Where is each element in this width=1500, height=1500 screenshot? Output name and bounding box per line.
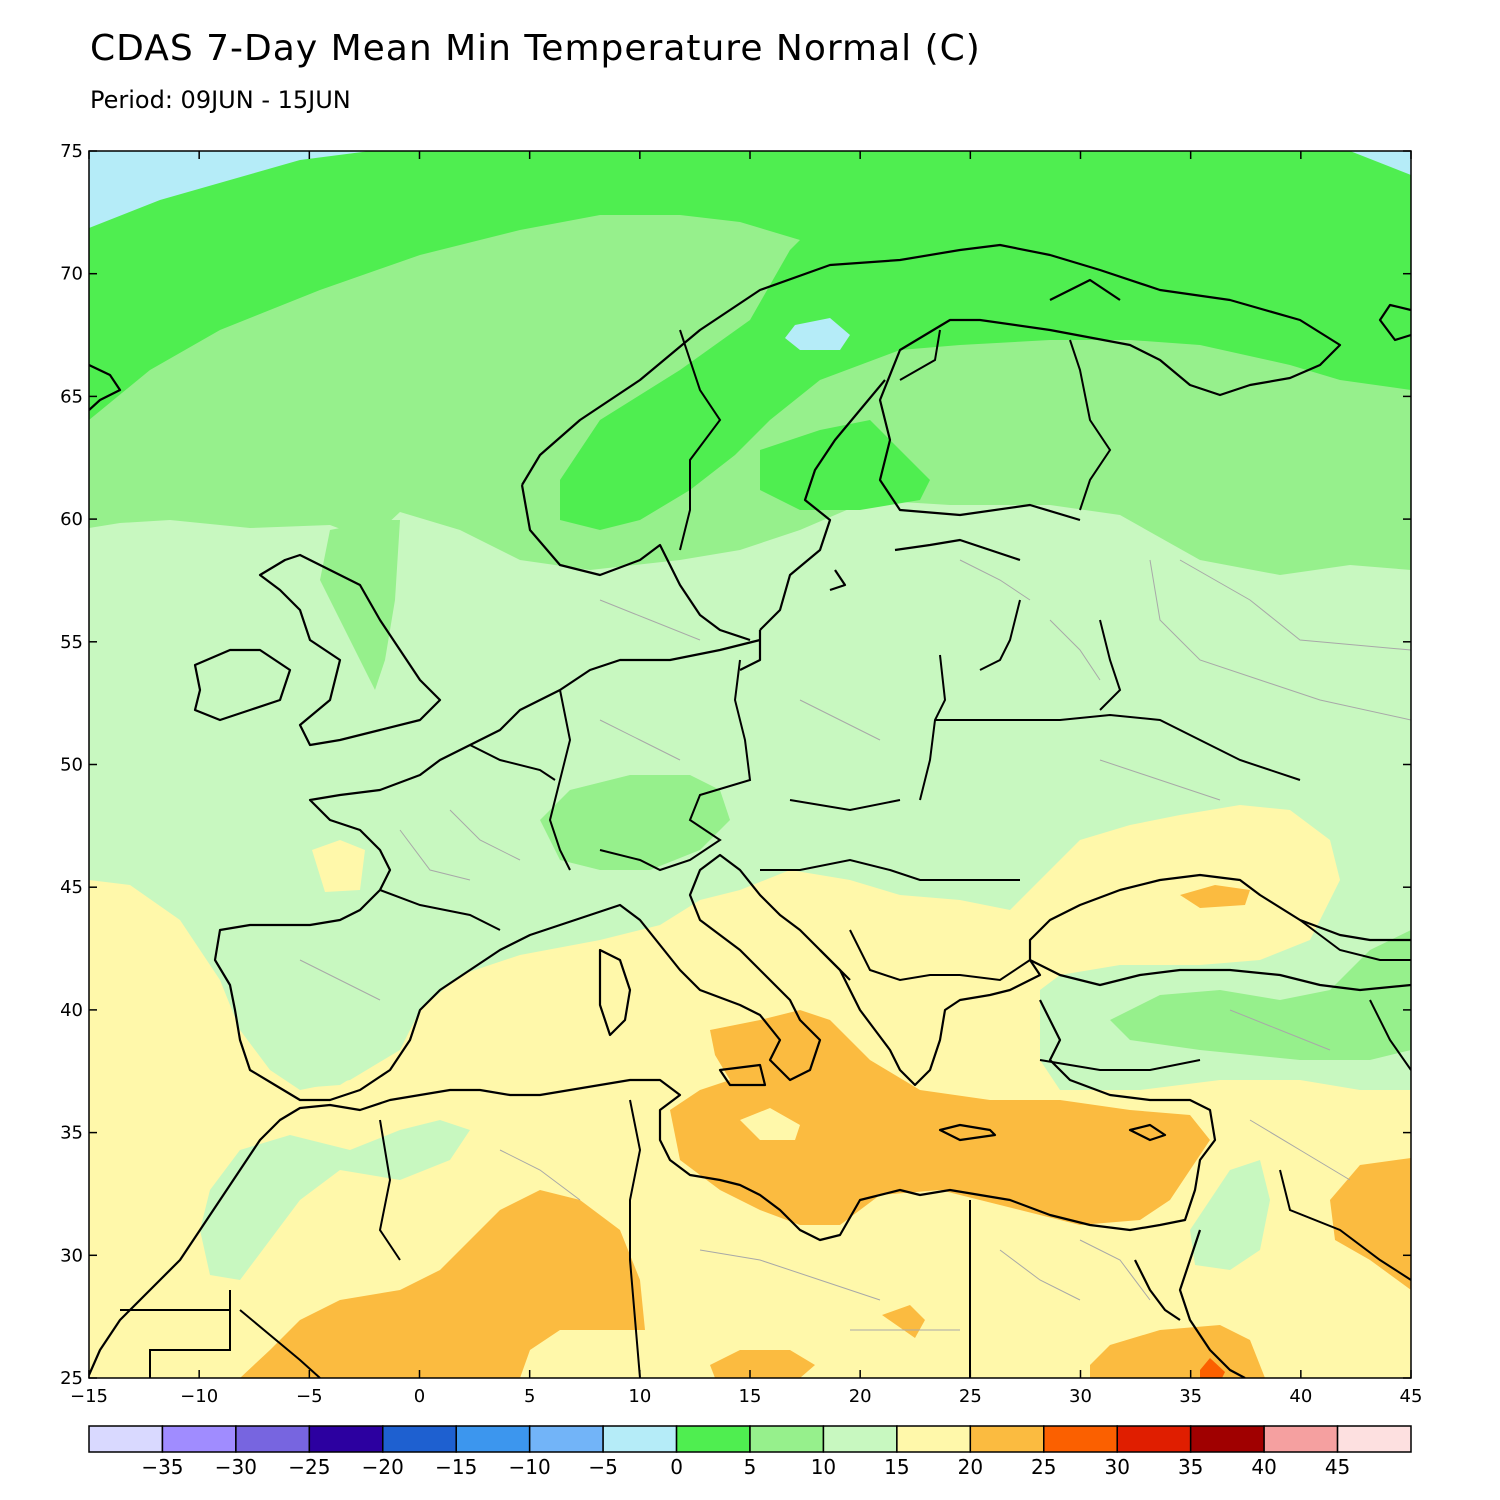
- lon-tick-label: −10: [180, 1386, 218, 1407]
- colorbar-swatch: [822, 1425, 898, 1453]
- colorbar-swatch: [1263, 1425, 1339, 1453]
- lon-tick-label: 10: [628, 1386, 651, 1407]
- colorbar-swatch: [1116, 1425, 1192, 1453]
- temp-band-20-25-blacksea: [1180, 885, 1250, 908]
- colorbar-label: 35: [1178, 1455, 1203, 1479]
- colorbar: −35 −30 −25 −20 −15 −10 −5 0 5 10 15 20 25 30 35 40 45: [88, 1425, 1412, 1479]
- lon-tick-label: 40: [1289, 1386, 1312, 1407]
- colorbar-label: 20: [958, 1455, 983, 1479]
- lon-tick-label: −15: [70, 1386, 108, 1407]
- lat-tick-label: 40: [60, 1000, 83, 1021]
- colorbar-label: −10: [509, 1455, 551, 1479]
- colorbar-swatch: [749, 1425, 825, 1453]
- colorbar-label: −5: [588, 1455, 617, 1479]
- lat-tick-label: 60: [60, 509, 83, 530]
- lon-tick-label: 0: [414, 1386, 425, 1407]
- temp-band-15-20-med-pocket: [740, 1108, 800, 1140]
- country-borders: [120, 329, 1411, 1378]
- lon-tick-label: 5: [524, 1386, 535, 1407]
- colorbar-swatch: [896, 1425, 972, 1453]
- lat-tick-label: 75: [60, 141, 83, 162]
- lat-tick-label: 70: [60, 264, 83, 285]
- temp-band-15-20-biscay: [312, 840, 365, 892]
- lat-tick-label: 50: [60, 755, 83, 776]
- lon-tick-label: 45: [1400, 1386, 1423, 1407]
- colorbar-label: 10: [811, 1455, 836, 1479]
- map-axes: −15 −10 −5 0 5 10 15 20 25 30 35 40 45 25 30 35 40 45 50 55…: [60, 141, 1422, 1407]
- colorbar-label: −35: [141, 1455, 183, 1479]
- colorbar-label: 40: [1251, 1455, 1276, 1479]
- temp-band-20-25-sahara: [240, 1190, 645, 1378]
- lon-tick-label: 15: [739, 1386, 762, 1407]
- admin-borders: [299, 559, 1411, 1331]
- lat-tick-label: 55: [60, 632, 83, 653]
- temp-band-25-30-redsea: [1200, 1358, 1225, 1378]
- temp-band-20-25-arabia: [1330, 1158, 1411, 1290]
- period-subtitle: Period: 09JUN - 15JUN: [90, 86, 351, 114]
- colorbar-label: 45: [1325, 1455, 1350, 1479]
- colorbar-swatch: [1336, 1425, 1412, 1453]
- temp-band-10-15-atlas: [200, 1120, 470, 1280]
- colorbar-label: 0: [670, 1455, 683, 1479]
- colorbar-label: 30: [1104, 1455, 1129, 1479]
- colorbar-label: −25: [288, 1455, 330, 1479]
- temp-band-5-10-turkey: [1110, 930, 1411, 1060]
- colorbar-swatch: [88, 1425, 164, 1453]
- lat-tick-label: 30: [60, 1245, 83, 1266]
- colorbar-label: 5: [744, 1455, 757, 1479]
- chart-title: CDAS 7-Day Mean Min Temperature Normal (…: [90, 28, 981, 69]
- colorbar-swatch: [161, 1425, 237, 1453]
- colorbar-swatch: [602, 1425, 678, 1453]
- temp-band-10-15-iberia: [220, 915, 440, 1088]
- temp-band-5-10-alps: [540, 775, 730, 870]
- temp-band-10-15-levant: [1190, 1160, 1270, 1270]
- temp-band-20-25-libya: [710, 1350, 815, 1378]
- lat-tick-label: 65: [60, 386, 83, 407]
- colorbar-swatch: [455, 1425, 531, 1453]
- colorbar-swatch: [308, 1425, 384, 1453]
- colorbar-swatch: [1043, 1425, 1118, 1453]
- lat-tick-label: 45: [60, 877, 83, 898]
- temp-band-0-5-north: [89, 151, 1411, 530]
- colorbar-swatch: [1189, 1425, 1265, 1453]
- lat-tick-label: 35: [60, 1123, 83, 1144]
- colorbar-swatch: [969, 1425, 1045, 1453]
- lon-tick-label: −5: [296, 1386, 323, 1407]
- colorbar-label: −30: [215, 1455, 257, 1479]
- colorbar-label: −15: [435, 1455, 477, 1479]
- colorbar-swatch: [528, 1425, 604, 1453]
- colorbar-label: 15: [884, 1455, 909, 1479]
- lon-tick-label: 20: [849, 1386, 872, 1407]
- temp-band-20-25-med: [670, 1010, 1210, 1225]
- temp-band-0-5-scandinavia: [760, 420, 930, 510]
- colorbar-label: 25: [1031, 1455, 1056, 1479]
- temp-band-20-25-redsea: [1090, 1325, 1265, 1378]
- colorbar-swatch: [235, 1425, 311, 1453]
- colorbar-swatch: [675, 1425, 751, 1453]
- temp-band-cold-arctic: [89, 151, 370, 228]
- coastlines: [89, 243, 1411, 1378]
- lon-tick-label: 35: [1179, 1386, 1202, 1407]
- lon-tick-label: 25: [959, 1386, 982, 1407]
- temp-band-0-5-uk: [320, 520, 400, 690]
- temp-band-cold-lapland: [785, 318, 850, 350]
- colorbar-label: −20: [362, 1455, 404, 1479]
- colorbar-swatch: [382, 1425, 457, 1453]
- lon-tick-label: 30: [1069, 1386, 1092, 1407]
- lat-tick-label: 25: [60, 1368, 83, 1389]
- map-area: [89, 151, 1411, 1378]
- temp-band-cold-ne: [1350, 151, 1411, 175]
